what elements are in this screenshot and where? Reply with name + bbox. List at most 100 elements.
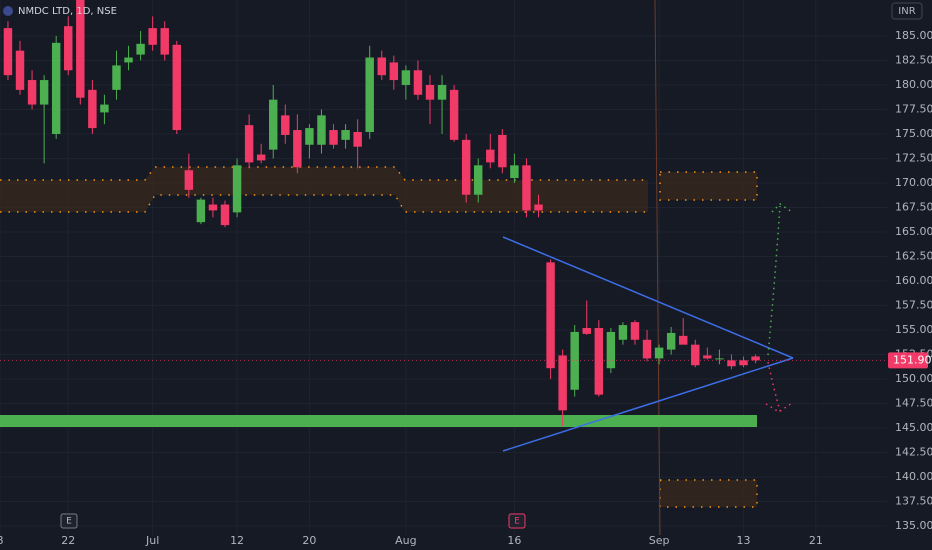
y-tick-label: 160.00 <box>895 274 932 287</box>
currency: INR <box>898 6 915 17</box>
candle-body <box>570 331 579 390</box>
x-tick-label: 20 <box>302 534 316 547</box>
vertical-line <box>654 0 661 536</box>
y-tick-label: 182.50 <box>895 53 932 66</box>
y-tick-label: 145.00 <box>895 421 932 434</box>
y-tick-label: 185.00 <box>895 29 932 42</box>
candle-body <box>461 139 471 195</box>
x-tick-label: 13 <box>737 534 751 547</box>
candle-body <box>353 132 362 147</box>
y-tick-label: 167.50 <box>895 200 932 213</box>
candle-body <box>293 130 302 168</box>
candle-body <box>401 70 411 85</box>
y-tick-label: 147.50 <box>895 396 932 409</box>
candle-body <box>136 43 145 55</box>
candle-body <box>437 84 447 100</box>
event-marker[interactable] <box>60 513 78 529</box>
event-marker[interactable] <box>508 513 526 529</box>
y-tick-label: 140.00 <box>895 470 932 483</box>
y-tick-label: 180.00 <box>895 78 932 91</box>
x-tick-label: 22 <box>61 534 75 547</box>
y-tick-label: 137.50 <box>895 494 932 507</box>
candle-body <box>15 50 25 90</box>
candle-body <box>474 165 483 195</box>
candle-body <box>269 99 278 150</box>
candle-body <box>305 128 314 145</box>
candle-body <box>606 331 616 369</box>
zone <box>659 171 758 201</box>
zone <box>659 479 758 508</box>
trendline <box>502 357 794 452</box>
candle-body <box>51 42 61 134</box>
zone <box>0 167 648 212</box>
candle-body <box>317 115 326 145</box>
candle-body <box>112 65 121 90</box>
candle-body <box>88 89 97 129</box>
chart-title: NMDC LTD, 1D, NSE <box>18 6 117 17</box>
candle-body <box>232 165 242 213</box>
y-tick-label: 135.00 <box>895 519 932 532</box>
candle-body <box>413 70 423 95</box>
x-tick-label: Sep <box>649 534 670 547</box>
zone-edge <box>0 166 648 213</box>
x-tick-label: 21 <box>809 534 823 547</box>
trendline <box>502 236 794 359</box>
candle-body <box>196 199 206 223</box>
currency-box[interactable] <box>891 2 923 20</box>
candle-body <box>654 347 664 359</box>
candle-body <box>739 360 748 366</box>
candle-body <box>39 80 49 105</box>
candle-body <box>281 115 290 135</box>
y-tick-label: 150.00 <box>895 372 932 385</box>
candle-body <box>365 57 374 133</box>
y-tick-label: 157.50 <box>895 298 932 311</box>
candle-body <box>498 134 507 168</box>
symbol-icon <box>3 6 13 16</box>
price-axis <box>887 0 932 550</box>
candle-body <box>160 28 169 55</box>
candle-body <box>630 322 640 340</box>
x-tick-label: Jul <box>145 534 159 547</box>
candle-body <box>558 355 567 411</box>
candle-body <box>208 204 218 211</box>
candles <box>0 0 887 427</box>
x-tick-label: 8 <box>0 534 4 547</box>
candle-body <box>184 170 194 190</box>
drawings <box>0 0 794 536</box>
y-tick-label: 165.00 <box>895 225 932 238</box>
event-label: E <box>66 517 72 527</box>
candle-body <box>449 89 459 140</box>
y-tick-label: 142.50 <box>895 445 932 458</box>
candle-body <box>703 355 712 359</box>
last-price-box <box>888 352 928 369</box>
y-tick-label: 170.00 <box>895 176 932 189</box>
candle-body <box>642 339 652 359</box>
event-label: E <box>514 517 520 527</box>
support-band <box>0 415 757 427</box>
candle-body <box>618 325 628 340</box>
candle-body <box>220 204 230 226</box>
candle-body <box>389 62 399 81</box>
candle-body <box>329 130 338 145</box>
candle-body <box>715 358 724 360</box>
candle-body <box>594 328 604 395</box>
candle-body <box>546 262 555 369</box>
candle-body <box>3 28 13 76</box>
last-price-label: 151.90 <box>893 353 932 366</box>
candle-body <box>666 332 676 350</box>
x-tick-label: 16 <box>507 534 521 547</box>
y-tick-label: 175.00 <box>895 127 932 140</box>
candle-body <box>486 149 495 163</box>
candle-body <box>425 84 435 100</box>
candle-body <box>256 154 266 161</box>
y-tick-label: 177.50 <box>895 102 932 115</box>
candle-body <box>510 165 519 179</box>
y-tick-label: 172.50 <box>895 151 932 164</box>
candle-body <box>727 360 736 367</box>
candle-body <box>522 165 531 211</box>
candle-body <box>76 0 85 98</box>
x-tick-label: 12 <box>230 534 244 547</box>
candle-body <box>172 44 181 131</box>
candle-body <box>124 57 133 63</box>
